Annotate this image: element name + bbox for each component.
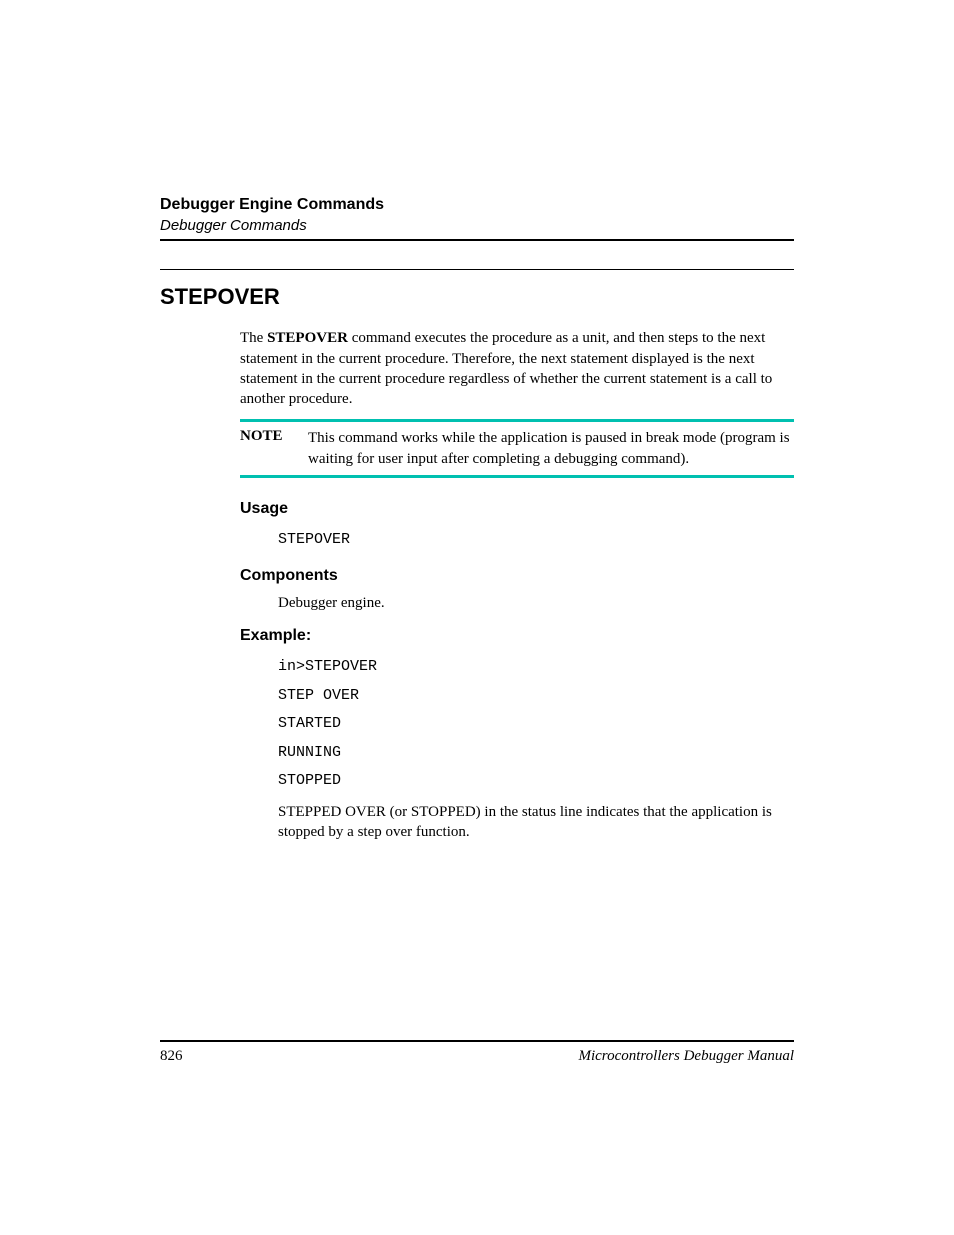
footer-row: 826 Microcontrollers Debugger Manual: [160, 1048, 794, 1065]
components-heading: Components: [240, 567, 794, 585]
example-block: in>STEPOVER STEP OVER STARTED RUNNING ST…: [278, 653, 794, 842]
section-rule: [160, 269, 794, 270]
example-line: STARTED: [278, 710, 794, 739]
example-line: RUNNING: [278, 739, 794, 768]
manual-title: Microcontrollers Debugger Manual: [578, 1048, 794, 1065]
usage-text: STEPOVER: [278, 526, 794, 553]
example-closing: STEPPED OVER (or STOPPED) in the status …: [278, 802, 794, 843]
example-line: in>STEPOVER: [278, 653, 794, 682]
note-text: This command works while the application…: [308, 428, 794, 469]
document-page: Debugger Engine Commands Debugger Comman…: [0, 0, 954, 1235]
components-text: Debugger engine.: [278, 593, 794, 613]
usage-heading: Usage: [240, 500, 794, 518]
desc-prefix: The: [240, 330, 267, 346]
header-chapter: Debugger Engine Commands: [160, 195, 794, 216]
header-rule: [160, 239, 794, 241]
example-heading: Example:: [240, 627, 794, 645]
page-footer: 826 Microcontrollers Debugger Manual: [160, 1040, 794, 1065]
example-line: STEP OVER: [278, 682, 794, 711]
command-description: The STEPOVER command executes the proced…: [240, 328, 794, 409]
note-label: NOTE: [240, 428, 308, 469]
header-section: Debugger Commands: [160, 216, 794, 236]
command-title: STEPOVER: [160, 284, 794, 310]
page-header: Debugger Engine Commands Debugger Comman…: [160, 195, 794, 241]
page-number: 826: [160, 1048, 183, 1065]
footer-rule: [160, 1040, 794, 1042]
desc-command-strong: STEPOVER: [267, 330, 348, 346]
example-line: STOPPED: [278, 767, 794, 796]
content-block: The STEPOVER command executes the proced…: [240, 328, 794, 842]
note-block: NOTE This command works while the applic…: [240, 419, 794, 478]
